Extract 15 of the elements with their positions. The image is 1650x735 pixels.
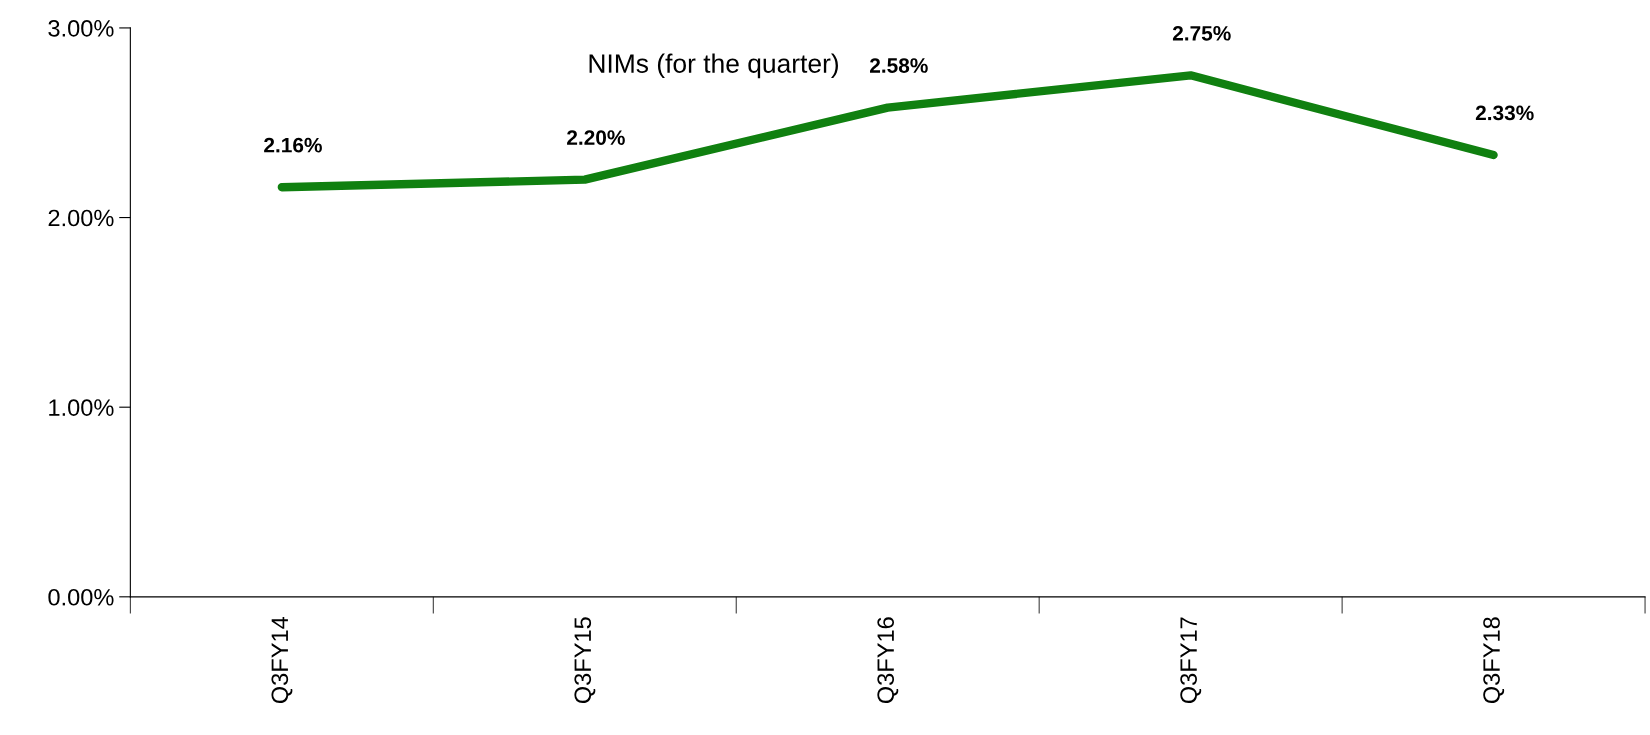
x-tick-label: Q3FY18 (1483, 617, 1505, 704)
y-tick-label: 2.00% (48, 209, 114, 227)
y-tick-label: 3.00% (48, 20, 114, 37)
data-label: 2.33% (1475, 105, 1534, 121)
x-tick-label: Q3FY16 (877, 617, 899, 704)
y-tick-label: 0.00% (48, 588, 114, 606)
data-label: 2.16% (264, 137, 322, 153)
data-label: 2.75% (1172, 25, 1231, 41)
data-label: 2.20% (567, 130, 625, 145)
x-tick-label: Q3FY14 (271, 616, 293, 704)
data-label: 2.58% (870, 58, 928, 73)
y-tick-label: 1.00% (49, 399, 114, 416)
x-tick-label: Q3FY17 (1180, 617, 1202, 704)
text: NIMs (for the quarter) (589, 53, 838, 79)
x-tick-label: Q3FY15 (574, 617, 596, 704)
